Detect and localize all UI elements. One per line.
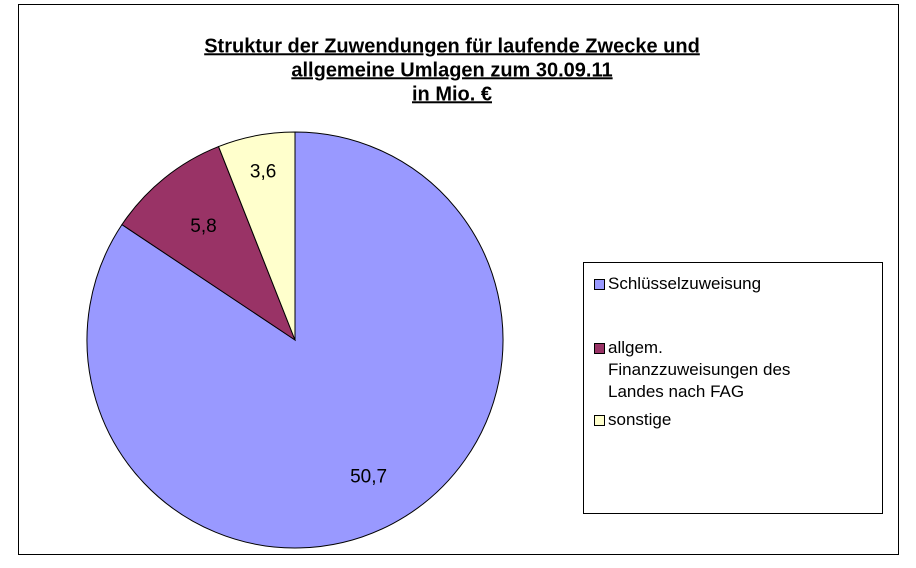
pie-slice (121, 145, 297, 342)
pie-slice (217, 131, 296, 341)
data-label: 3,6 (250, 161, 276, 182)
legend-swatch (594, 279, 605, 290)
legend-entry: allgem. Finanzzuweisungen des Landes nac… (592, 337, 874, 403)
chart-title: Struktur der Zuwendungen für laufende Zw… (204, 35, 700, 57)
data-label: 5,8 (190, 216, 216, 237)
legend-label: sonstige (608, 410, 672, 429)
legend-entry: sonstige (592, 409, 874, 431)
legend-swatch (594, 343, 605, 354)
data-label: 50,7 (350, 467, 387, 488)
legend: Schlüsselzuweisung allgem. Finanzzuweisun… (583, 262, 883, 514)
legend-swatch (594, 415, 605, 426)
legend-entry: Schlüsselzuweisung (592, 273, 874, 295)
legend-label: allgem. Finanzzuweisungen des Landes nac… (608, 338, 791, 401)
chart-title: allgemeine Umlagen zum 30.09.11 (291, 59, 612, 81)
legend-label: Schlüsselzuweisung (608, 274, 762, 293)
pie-slice (86, 131, 504, 549)
chart-title: in Mio. € (412, 83, 492, 105)
